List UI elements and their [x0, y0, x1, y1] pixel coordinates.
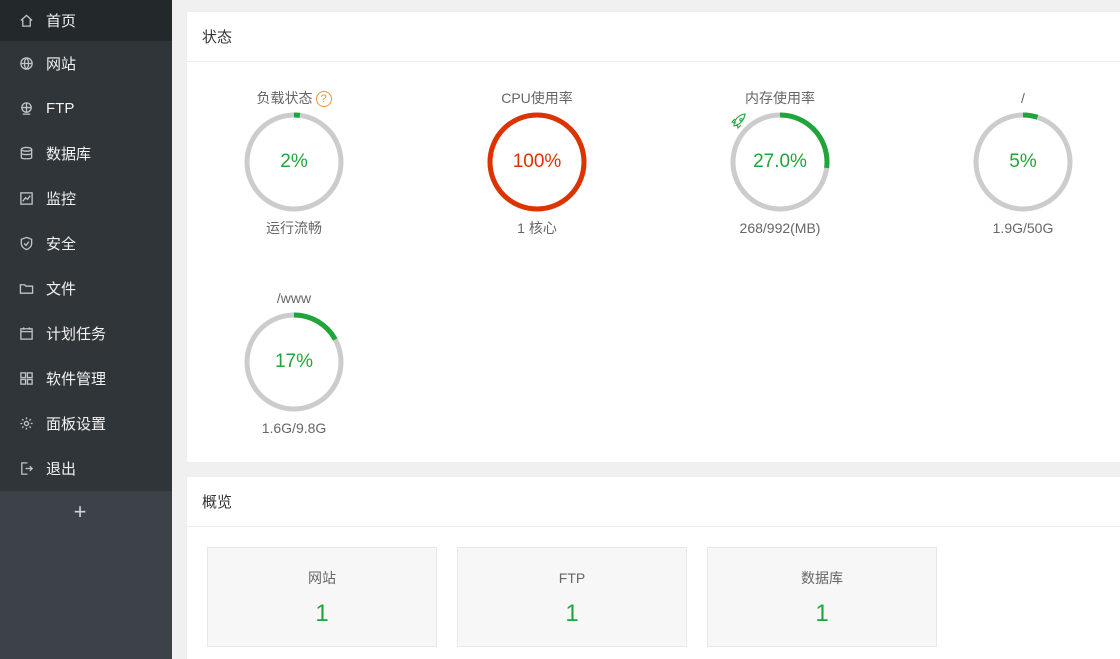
overview-card-value[interactable]: 1 [565, 600, 579, 627]
sidebar-item-label: 计划任务 [46, 326, 107, 343]
overview-card-label: 数据库 [801, 570, 843, 586]
sidebar-item-database[interactable]: 数据库 [0, 131, 172, 176]
database-icon [18, 146, 34, 162]
home-icon [18, 13, 34, 29]
ftp-icon [18, 101, 34, 117]
globe-icon [18, 56, 34, 72]
sidebar-item-label: 退出 [46, 461, 77, 478]
overview-card-value[interactable]: 1 [815, 600, 829, 627]
gauge-ring-svg [730, 112, 830, 212]
sidebar-nav: 首页 网站 FTP 数据库 监控 安全 文件 计划任务 [0, 0, 172, 491]
overview-panel: 概览 网站 1 FTP 1 数据库 1 [187, 477, 1120, 659]
status-panel: 状态 负载状态? 2% 运行流畅 CPU使用率 100% 1 核心 内存使用率 … [187, 12, 1120, 462]
sidebar-item-label: 数据库 [46, 146, 92, 163]
sidebar-item-label: 监控 [46, 191, 77, 208]
monitor-icon [18, 191, 34, 207]
sidebar-item-websites[interactable]: 网站 [0, 41, 172, 86]
sidebar-item-label: 首页 [46, 13, 77, 30]
sidebar-item-files[interactable]: 文件 [0, 266, 172, 311]
gauge-arc [487, 112, 587, 212]
gauge-value: 27.0% [753, 151, 807, 172]
gear-icon [18, 416, 34, 432]
gauge-disk-root: / 5% 1.9G/50G [943, 88, 1103, 238]
folder-icon [18, 281, 34, 297]
sidebar-item-software[interactable]: 软件管理 [0, 356, 172, 401]
gauge-load: 负载状态? 2% 运行流畅 [214, 88, 374, 238]
logout-icon [18, 461, 34, 477]
gauge-ring[interactable]: 5% [971, 110, 1075, 214]
gauge-ring[interactable]: 2% [242, 110, 346, 214]
gauge-ring-svg [244, 112, 344, 212]
gauge-ring[interactable]: 100% [485, 110, 589, 214]
help-icon[interactable]: ? [315, 91, 332, 108]
sidebar-item-label: FTP [46, 100, 75, 117]
gauge-subtitle: 1.9G/50G [992, 220, 1054, 236]
gauge-value: 100% [512, 151, 562, 172]
sidebar-item-settings[interactable]: 面板设置 [0, 401, 172, 446]
sidebar-item-cron[interactable]: 计划任务 [0, 311, 172, 356]
gauge-disk-www: /www 17% 1.6G/9.8G [214, 288, 374, 438]
sidebar-item-monitor[interactable]: 监控 [0, 176, 172, 221]
sidebar-item-logout[interactable]: 退出 [0, 446, 172, 491]
overview-card-value[interactable]: 1 [315, 600, 329, 627]
status-panel-title: 状态 [187, 12, 1120, 62]
gauge-arc [244, 312, 344, 412]
gauge-value: 5% [1009, 151, 1037, 172]
sidebar-add-area [0, 491, 172, 659]
gauge-ring[interactable]: 27.0% [728, 110, 832, 214]
gauge-value: 17% [274, 351, 314, 372]
sidebar-item-label: 网站 [46, 56, 77, 73]
rocket-icon[interactable] [728, 110, 750, 132]
gauge-arc [730, 112, 830, 212]
sidebar-item-label: 文件 [46, 281, 77, 298]
sidebar-item-label: 面板设置 [46, 416, 107, 433]
gauge-title: /www [276, 290, 312, 306]
overview-card-database[interactable]: 数据库 1 [707, 547, 937, 647]
overview-card-label: FTP [558, 570, 586, 586]
gauge-title: / [1021, 90, 1025, 106]
gauge-title: 内存使用率 [745, 90, 815, 106]
sidebar-item-security[interactable]: 安全 [0, 221, 172, 266]
gauge-arc [973, 112, 1073, 212]
gauge-cpu: CPU使用率 100% 1 核心 [457, 88, 617, 238]
sidebar-item-label: 安全 [46, 236, 77, 253]
gauge-title: CPU使用率 [501, 90, 573, 106]
grid-icon [18, 371, 34, 387]
gauge-ring-svg [973, 112, 1073, 212]
calendar-icon [18, 326, 34, 342]
gauge-value: 2% [280, 151, 308, 172]
sidebar-item-label: 软件管理 [46, 371, 107, 388]
gauge-ring[interactable]: 17% [242, 310, 346, 414]
overview-card-label: 网站 [308, 570, 336, 586]
gauge-subtitle: 运行流畅 [266, 220, 322, 236]
overview-panel-title: 概览 [187, 477, 1120, 527]
gauge-title: 负载状态? [214, 88, 374, 108]
gauge-subtitle: 1.6G/9.8G [261, 420, 327, 436]
overview-card-ftp[interactable]: FTP 1 [457, 547, 687, 647]
gauge-arc [244, 112, 344, 212]
add-shortcut-button[interactable]: + [73, 499, 87, 524]
gauge-subtitle: 1 核心 [517, 220, 557, 236]
shield-icon [18, 236, 34, 252]
gauge-memory: 内存使用率 27.0% 268/992(MB) [700, 88, 860, 238]
sidebar-item-home[interactable]: 首页 [0, 0, 172, 41]
overview-card-websites[interactable]: 网站 1 [207, 547, 437, 647]
gauge-ring-svg [244, 312, 344, 412]
sidebar-item-ftp[interactable]: FTP [0, 86, 172, 131]
gauge-ring-svg [487, 112, 587, 212]
gauge-subtitle: 268/992(MB) [739, 220, 821, 236]
